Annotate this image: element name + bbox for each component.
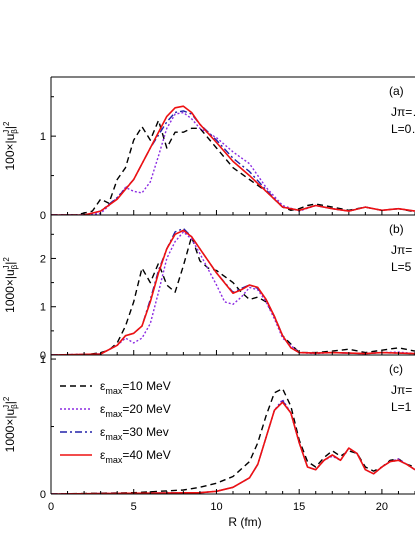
y-axis-label: 100×|uJβ|2 (2, 121, 19, 171)
y-tick-label: 1 (40, 131, 46, 143)
panel-annotation: L=5 (391, 260, 412, 274)
panel-label: (c) (389, 362, 403, 376)
legend-label-s10: εmax=10 MeV (100, 379, 171, 396)
y-axis-label: 1000×|uJβ|2 (2, 396, 19, 452)
y-tick-label: 0 (40, 350, 46, 362)
x-tick-label: 5 (131, 501, 137, 513)
series-line-s10 (51, 388, 415, 494)
series-line-s10 (51, 236, 415, 355)
series-line-s40 (51, 401, 415, 494)
panel-annotation: Jπ=… (391, 105, 415, 119)
series-line-s30 (51, 110, 415, 215)
panel-c: 0 1 (c) Jπ= L=1 1000×|uJβ|2 0 5 10 15 20 R (fm) (2, 354, 415, 529)
panel-annotation: Jπ= (391, 383, 412, 397)
series-line-s10 (51, 119, 415, 215)
panel-b: 0 1 2 (b) Jπ= L=5 1000×|uJβ|2 (2, 214, 415, 362)
legend: εmax=10 MeV εmax=20 MeV εmax=30 Mev εmax=40… (60, 379, 171, 465)
panel-a: 0 1 (a) Jπ=… L=0… 100×|uJβ|2 (2, 76, 415, 222)
x-tick-label: 15 (293, 501, 305, 513)
series-line-s40 (51, 105, 415, 215)
panel-label: (a) (389, 84, 404, 98)
panel-annotation: L=1 (391, 400, 412, 414)
panel-annotation: Jπ= (391, 243, 412, 257)
series-line-s30 (51, 227, 415, 355)
y-tick-label: 0 (40, 210, 46, 222)
panel-annotation: L=0… (391, 122, 415, 136)
series-line-s40 (51, 229, 415, 355)
panel-label: (b) (389, 222, 404, 236)
x-axis-label: R (fm) (228, 515, 261, 529)
x-tick-label: 20 (376, 501, 388, 513)
y-tick-label: 1 (40, 354, 46, 366)
y-axis-label: 1000×|uJβ|2 (2, 257, 19, 313)
legend-label-s20: εmax=20 MeV (100, 402, 171, 419)
x-tick-label: 10 (210, 501, 222, 513)
series-line-s20 (51, 111, 415, 215)
y-tick-label: 2 (40, 253, 46, 265)
x-tick-label: 0 (48, 501, 54, 513)
legend-label-s30: εmax=30 Mev (100, 425, 169, 442)
y-tick-label: 0 (40, 489, 46, 501)
y-tick-label: 1 (40, 302, 46, 314)
legend-label-s40: εmax=40 MeV (100, 448, 171, 465)
